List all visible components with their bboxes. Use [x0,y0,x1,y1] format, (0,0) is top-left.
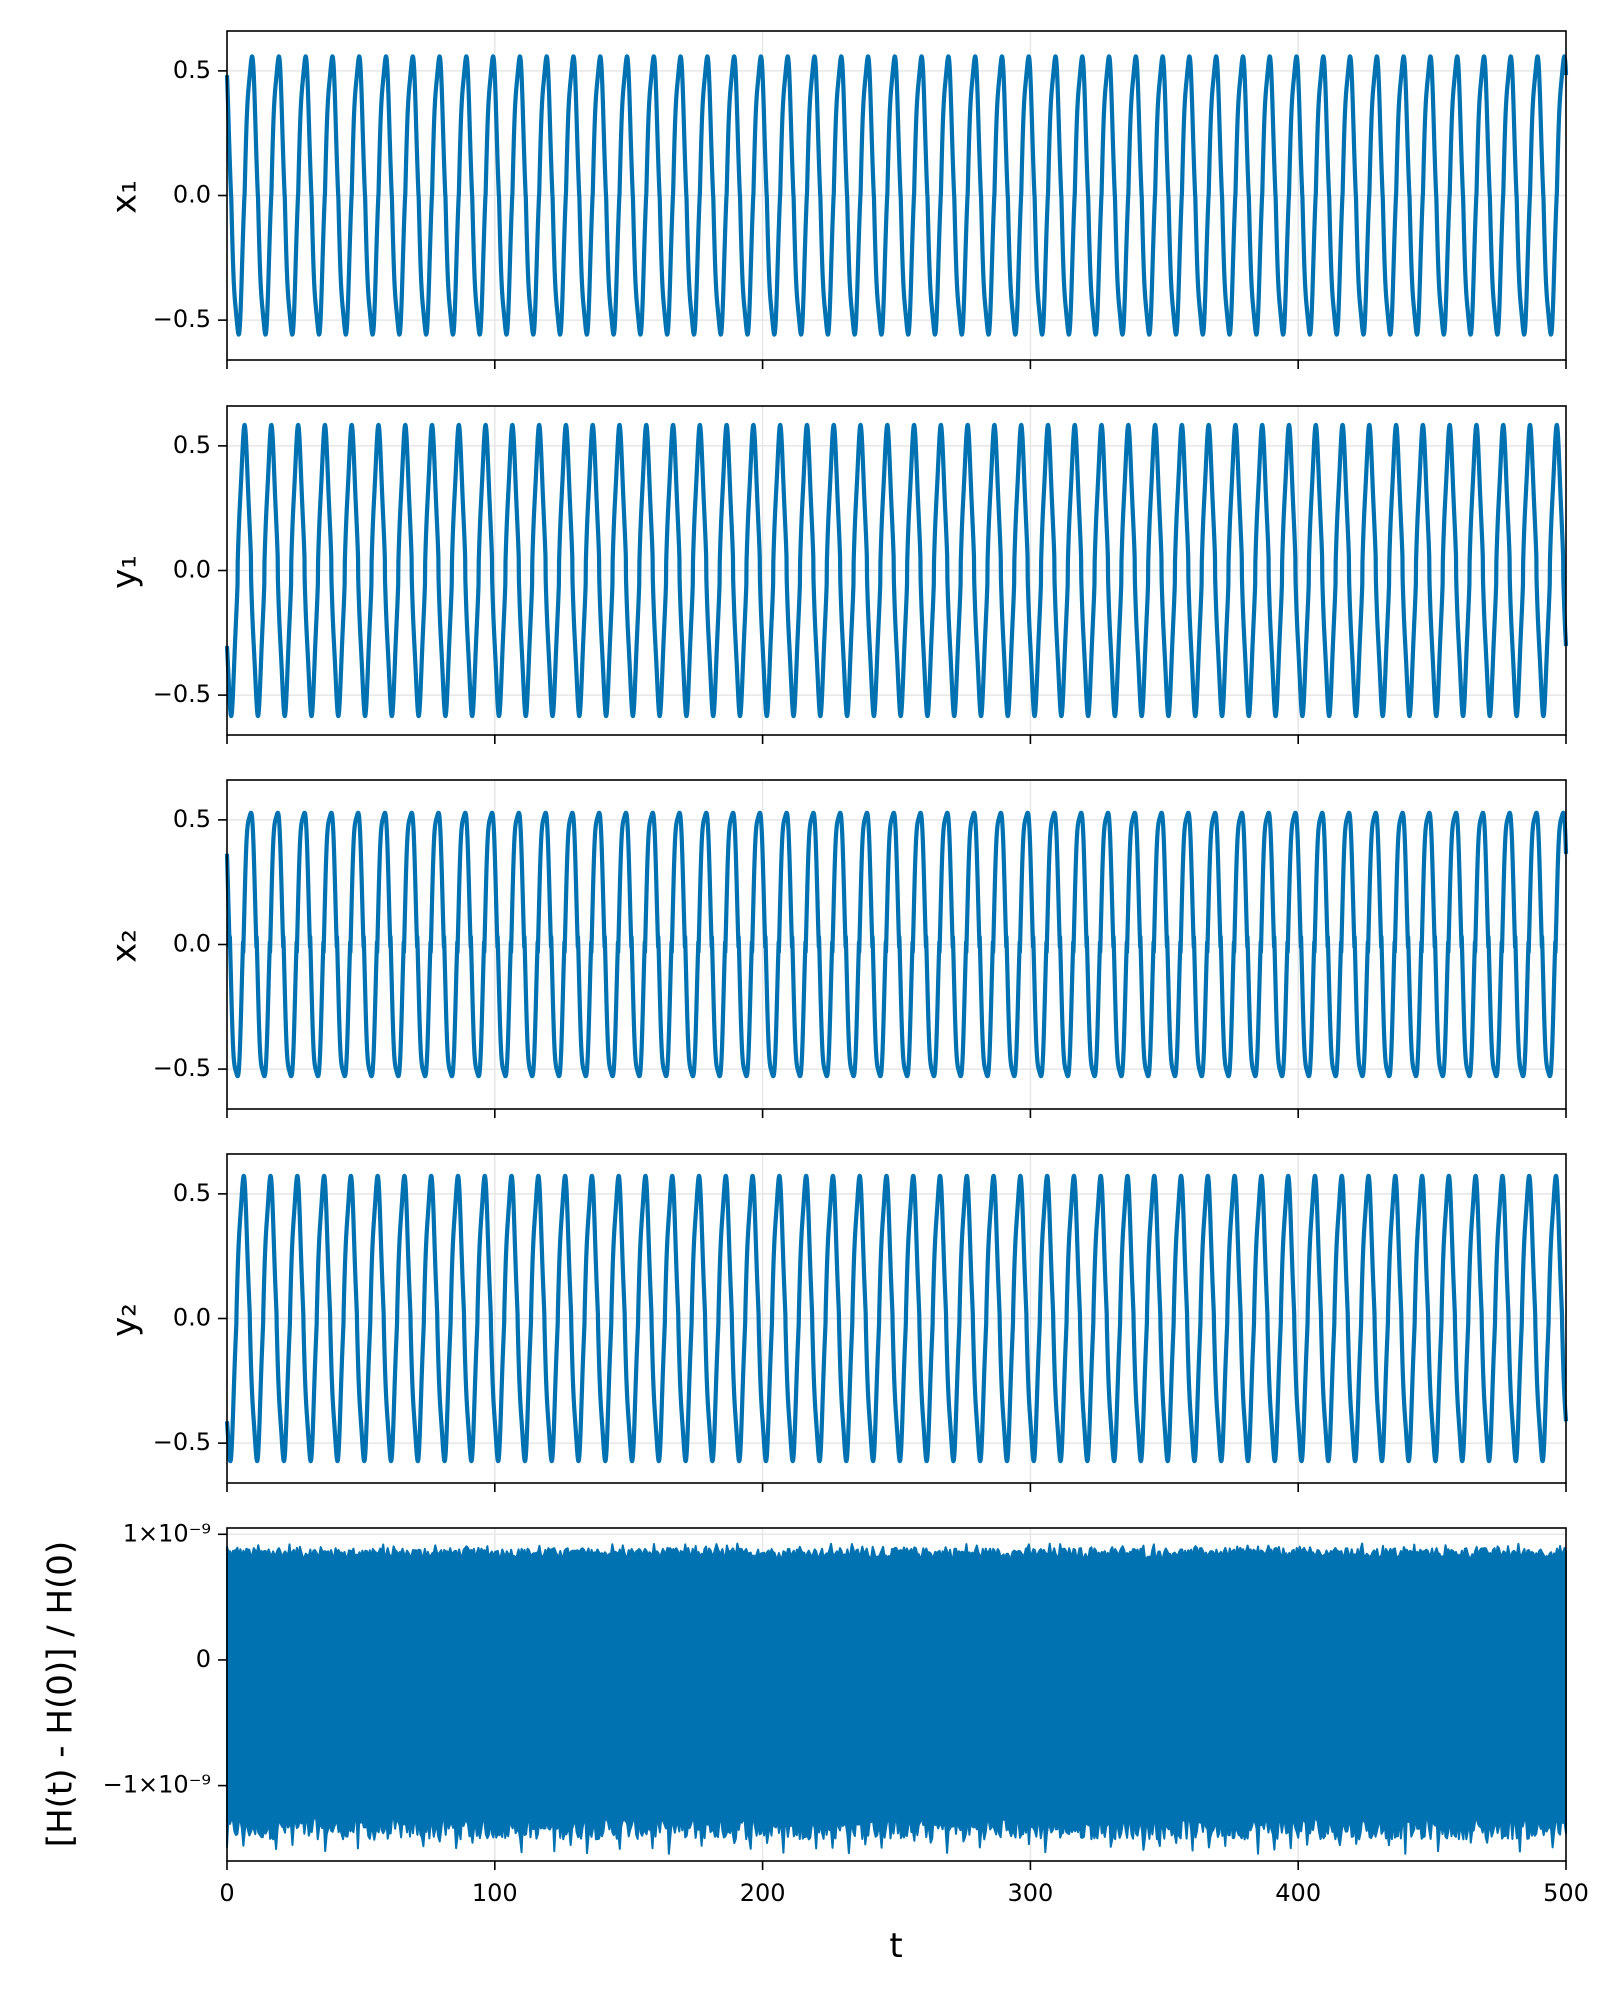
y-axis-label: x₂ [105,929,145,963]
x-tick-label: 400 [1275,1879,1321,1907]
series-line-x1 [224,54,1569,337]
y-tick-label: −0.5 [153,680,211,708]
tick-marks [218,70,1567,369]
y-tick-label: 0.0 [173,181,211,209]
x-tick-label: 100 [472,1879,518,1907]
y-tick-labels: −0.5 0.0 0.5 [153,431,211,708]
series-line-y2 [224,1173,1569,1464]
y-tick-label: 0.0 [173,556,211,584]
plot-frame [226,1527,1567,1862]
y-tick-label: 1×10⁻⁹ [123,1519,211,1547]
y-tick-label: −0.5 [153,1428,211,1456]
x-tick-label: 500 [1543,1879,1589,1907]
y-tick-labels: −0.5 0.0 0.5 [153,805,211,1082]
panel-x2: x₂ −0.5 0.0 0.5 [105,779,1569,1118]
tick-marks [218,819,1567,1118]
panel-y2: y₂ −0.5 0.0 0.5 [105,1153,1569,1492]
tick-marks [218,1193,1567,1492]
x-axis-label: t [889,1926,902,1966]
y-tick-label: −0.5 [153,1054,211,1082]
tick-marks [218,1533,1567,1870]
y-tick-label: −0.5 [153,305,211,333]
y-axis-label: [H(t) - H(0)] / H(0) [41,1541,81,1847]
panel-x1: x₁ −0.5 0.0 0.5 [105,30,1569,369]
x-tick-label: 300 [1007,1879,1053,1907]
y-tick-labels: −1×10⁻⁹ 0 1×10⁻⁹ [103,1519,211,1798]
series-line-y1 [224,422,1569,719]
x-tick-labels: 0 100 200 300 400 500 [219,1879,1589,1907]
y-tick-labels: −0.5 0.0 0.5 [153,56,211,333]
y-axis-label: y₁ [105,555,145,589]
y-axis-label: x₁ [105,180,145,214]
y-tick-labels: −0.5 0.0 0.5 [153,1179,211,1456]
series-band-energy-error [226,1542,1567,1855]
y-tick-label: 0.5 [173,805,211,833]
tick-marks [218,445,1567,744]
panel-y1: y₁ −0.5 0.0 0.5 [105,405,1569,744]
panel-energy-error: [H(t) - H(0)] / H(0) −1×10⁻⁹ 0 1×10⁻⁹ 0 … [41,1519,1589,1966]
y-axis-label: y₂ [105,1303,145,1337]
x-tick-label: 0 [219,1879,234,1907]
y-tick-label: 0 [196,1645,211,1673]
y-tick-label: −1×10⁻⁹ [103,1771,211,1799]
y-tick-label: 0.0 [173,930,211,958]
y-tick-label: 0.5 [173,56,211,84]
x-tick-label: 200 [740,1879,786,1907]
y-tick-label: 0.0 [173,1304,211,1332]
y-tick-label: 0.5 [173,431,211,459]
series-line-x2 [224,810,1569,1079]
y-tick-label: 0.5 [173,1179,211,1207]
